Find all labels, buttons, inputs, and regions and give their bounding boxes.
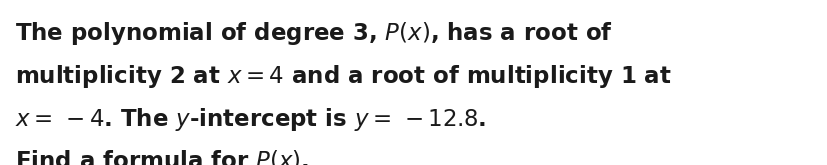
Text: $x =\, -4$. The $y$-intercept is $y =\, -12.8$.: $x =\, -4$. The $y$-intercept is $y =\, … <box>15 106 485 133</box>
Text: multiplicity 2 at $x = 4$ and a root of multiplicity 1 at: multiplicity 2 at $x = 4$ and a root of … <box>15 63 671 90</box>
Text: Find a formula for $P(x)$.: Find a formula for $P(x)$. <box>15 148 308 165</box>
Text: The polynomial of degree 3, $P(x)$, has a root of: The polynomial of degree 3, $P(x)$, has … <box>15 20 612 47</box>
